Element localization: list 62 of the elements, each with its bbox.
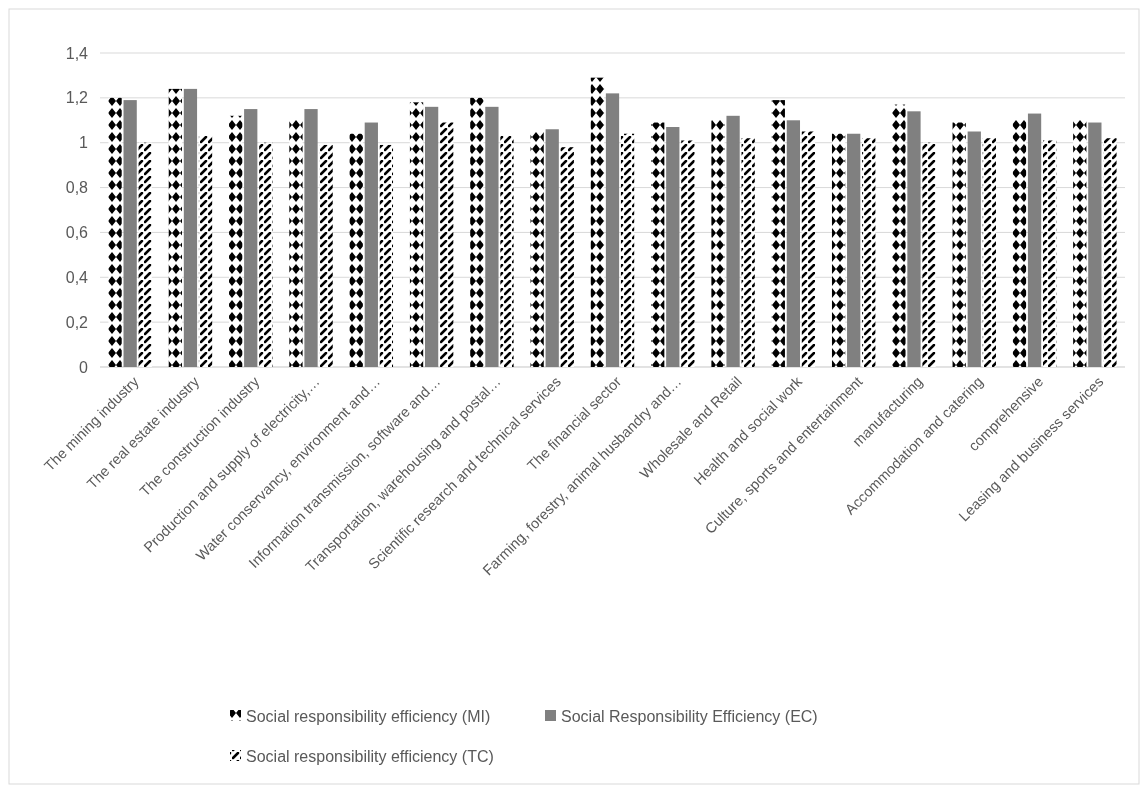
bar [545,129,559,367]
y-tick-label: 0,8 [65,179,89,197]
bar [229,115,243,367]
y-tick-label: 1 [79,134,89,152]
bar [831,133,846,367]
bar [244,109,258,367]
bar [666,127,680,367]
bar [862,138,876,367]
bar [530,131,544,367]
bar [726,115,740,367]
bar [605,93,620,367]
bar [801,131,816,367]
bar [470,97,484,367]
bar [1043,140,1057,367]
bar [786,120,801,367]
bar [379,144,394,367]
bar [183,88,198,367]
bar [1088,122,1102,367]
bar [500,135,514,367]
bar [907,111,921,367]
y-tick-label: 0,4 [65,268,89,286]
bar [349,133,363,367]
bar [1012,118,1027,367]
bar [741,138,755,367]
bar [440,122,454,367]
y-tick-label: 0,6 [65,224,89,242]
bar [651,122,665,367]
bar [364,122,378,367]
bar [485,106,499,367]
bar [560,147,574,367]
bar [289,118,303,367]
y-tick-label: 0,2 [65,313,89,331]
bar [138,142,152,367]
bar [847,133,861,367]
bar [168,88,182,367]
bar [108,97,122,367]
bar [1073,118,1087,367]
legend-label: Social Responsibility Efficiency (EC) [561,707,818,725]
bar [892,104,906,367]
bar [620,133,635,367]
bar [771,100,785,367]
bar [681,140,695,367]
bar [123,100,137,367]
y-tick-label: 0 [79,358,89,376]
bar [590,77,605,367]
bar [982,138,996,367]
bar [409,102,424,367]
bar [304,109,318,367]
bar [711,118,725,367]
bar [952,122,966,367]
bar [967,131,981,367]
y-tick-label: 1,2 [65,89,89,107]
bar [922,142,936,367]
bar [198,135,213,367]
bar [319,144,333,367]
y-tick-label: 1,4 [65,44,89,62]
legend-label: Social responsibility efficiency (MI) [246,707,491,725]
bar [259,142,273,367]
legend-label: Social responsibility efficiency (TC) [246,747,494,765]
bar [424,106,439,367]
bar [1103,138,1117,367]
bar [1027,113,1042,367]
